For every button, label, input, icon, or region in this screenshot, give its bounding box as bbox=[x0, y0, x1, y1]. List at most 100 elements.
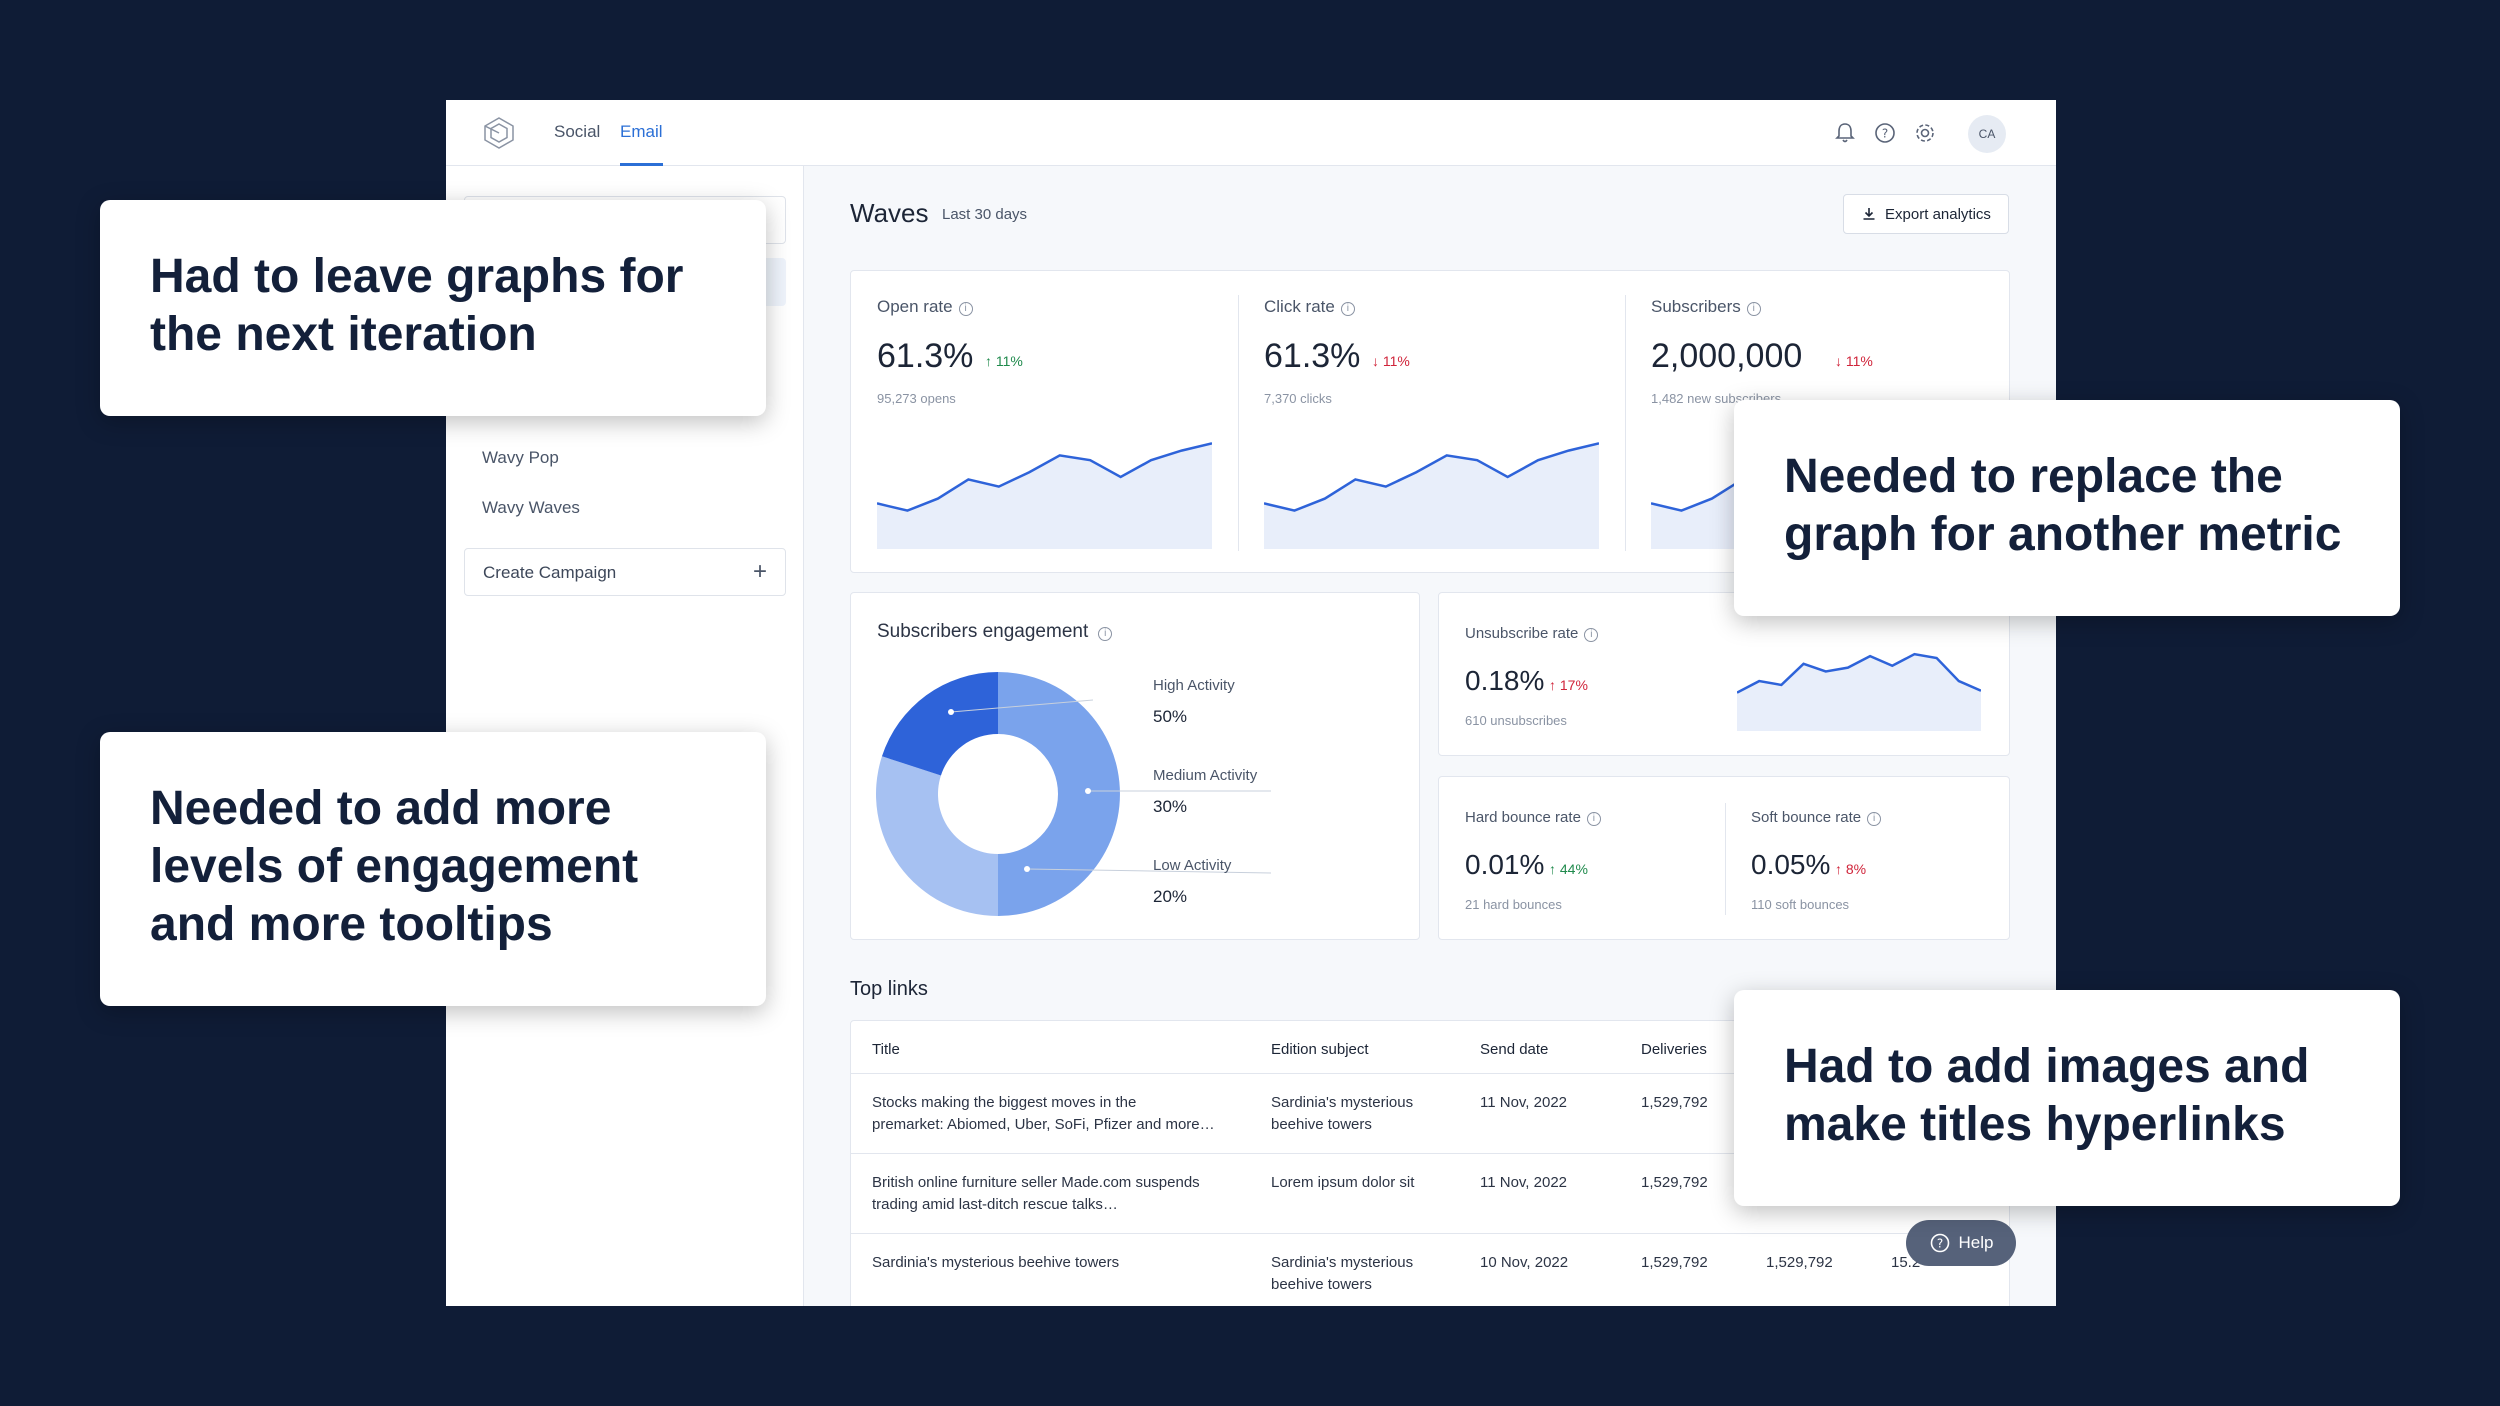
click-rate-label: Click rate i bbox=[1264, 297, 1355, 317]
hard-bounce-label: Hard bounce rate i bbox=[1465, 809, 1601, 826]
unsubscribe-value: 0.18% bbox=[1465, 665, 1545, 696]
sidebar-item-wavy-pop[interactable]: Wavy Pop bbox=[482, 448, 559, 467]
table-row-subject: Sardinia's mysterious beehive towers bbox=[1271, 1094, 1414, 1133]
column-header-title[interactable]: Title bbox=[872, 1041, 900, 1058]
download-icon bbox=[1863, 208, 1875, 220]
app-logo-icon[interactable] bbox=[482, 116, 516, 150]
click-rate-trend-line bbox=[1264, 442, 1599, 512]
callout-text-line: Had to add images and bbox=[1784, 1040, 2310, 1093]
info-icon[interactable]: i bbox=[958, 302, 973, 316]
unsubscribe-sparkline bbox=[1737, 652, 1981, 731]
segment-pct-low: 20% bbox=[1153, 887, 1188, 906]
info-icon[interactable]: i bbox=[1584, 628, 1599, 642]
callout-text-line: the next iteration bbox=[150, 308, 537, 361]
soft-bounce-sub: 110 soft bounces bbox=[1751, 897, 1850, 912]
help-circle-icon: ? bbox=[1930, 1233, 1949, 1253]
engagement-donut-chart bbox=[876, 672, 1120, 916]
callout-text-line: Needed to add more bbox=[150, 782, 612, 835]
top-navigation-bar: Social Email ? CA bbox=[446, 100, 2056, 166]
info-icon[interactable]: i bbox=[1746, 302, 1761, 316]
info-icon[interactable]: i bbox=[1098, 627, 1113, 641]
plus-icon: + bbox=[752, 558, 767, 585]
export-analytics-button[interactable]: Export analytics bbox=[1843, 194, 2009, 234]
metric-divider bbox=[1625, 295, 1626, 551]
callout-text-line: Needed to replace the bbox=[1784, 450, 2283, 503]
subscribers-value: 2,000,000 bbox=[1651, 337, 1803, 375]
soft-bounce-change: ↑ 8% bbox=[1835, 861, 1867, 877]
row-divider bbox=[851, 1073, 2009, 1074]
create-campaign-label: Create Campaign bbox=[483, 563, 617, 582]
table-row-date: 11 Nov, 2022 bbox=[1480, 1094, 1568, 1111]
soft-bounce-value: 0.05% bbox=[1751, 849, 1831, 880]
table-row-deliveries: 1,529,792 bbox=[1641, 1094, 1708, 1111]
hard-bounce-value: 0.01% bbox=[1465, 849, 1545, 880]
subscribers-change: ↓ 11% bbox=[1835, 353, 1873, 369]
open-rate-trend-line bbox=[877, 442, 1212, 512]
tab-social[interactable]: Social bbox=[554, 122, 601, 141]
info-icon[interactable]: i bbox=[1586, 812, 1601, 826]
callout-text-line: make titles hyperlinks bbox=[1784, 1098, 2286, 1151]
user-avatar[interactable]: CA bbox=[1968, 115, 2006, 153]
top-links-title: Top links bbox=[850, 978, 928, 1000]
subscribers-label: Subscribers i bbox=[1651, 297, 1761, 317]
date-range-label: Last 30 days bbox=[942, 206, 1028, 223]
click-rate-value: 61.3% bbox=[1264, 337, 1361, 375]
table-row-title[interactable]: British online furniture seller Made.com… bbox=[872, 1174, 1200, 1213]
create-campaign-button[interactable]: Create Campaign + bbox=[464, 548, 786, 596]
unsubscribe-trend-line bbox=[1737, 652, 1981, 694]
table-row-title[interactable]: Stocks making the biggest moves in the pr… bbox=[872, 1094, 1215, 1133]
segment-label-high: High Activity bbox=[1153, 677, 1235, 694]
soft-bounce-label: Soft bounce rate i bbox=[1751, 809, 1882, 826]
info-icon[interactable]: i bbox=[1867, 812, 1882, 826]
segment-label-medium: Medium Activity bbox=[1153, 767, 1258, 784]
callout-card: Had to leave graphs for the next iterati… bbox=[100, 200, 766, 416]
bell-icon[interactable] bbox=[1831, 119, 1859, 147]
row-divider bbox=[851, 1233, 2009, 1234]
callout-text-line: levels of engagement bbox=[150, 840, 639, 893]
callout-card: Had to add images and make titles hyperl… bbox=[1734, 990, 2400, 1206]
gear-icon[interactable] bbox=[1911, 119, 1939, 147]
segment-pct-high: 50% bbox=[1153, 707, 1188, 726]
info-icon[interactable]: i bbox=[1340, 302, 1355, 316]
table-row-date: 11 Nov, 2022 bbox=[1480, 1174, 1568, 1191]
metric-divider bbox=[1238, 295, 1239, 551]
donut-slice-high-activity bbox=[998, 672, 1120, 916]
export-analytics-label: Export analytics bbox=[1885, 205, 1991, 223]
column-header-send-date[interactable]: Send date bbox=[1480, 1041, 1549, 1058]
open-rate-label: Open rate i bbox=[877, 297, 973, 317]
column-header-deliveries[interactable]: Deliveries bbox=[1641, 1041, 1707, 1058]
row-divider bbox=[851, 1153, 2009, 1154]
table-row-deliveries: 1,529,792 bbox=[1641, 1174, 1708, 1191]
sidebar-item-wavy-waves[interactable]: Wavy Waves bbox=[482, 498, 580, 517]
tab-email[interactable]: Email bbox=[620, 122, 663, 166]
click-rate-trend-area bbox=[1264, 443, 1599, 549]
callout-text-line: graph for another metric bbox=[1784, 508, 2342, 561]
table-row-date: 10 Nov, 2022 bbox=[1480, 1254, 1569, 1271]
unsubscribe-trend-area bbox=[1737, 654, 1981, 731]
open-rate-sub: 95,273 opens bbox=[877, 391, 956, 406]
help-circle-icon[interactable]: ? bbox=[1871, 119, 1899, 147]
callout-card: Needed to replace the graph for another … bbox=[1734, 400, 2400, 616]
donut-slice-medium-activity bbox=[876, 756, 998, 916]
table-row-title[interactable]: Sardinia's mysterious beehive towers bbox=[872, 1254, 1120, 1271]
click-rate-sub: 7,370 clicks bbox=[1264, 391, 1332, 406]
help-button[interactable]: ? Help bbox=[1906, 1220, 2016, 1266]
donut-slice-low-activity bbox=[881, 672, 998, 776]
hard-bounce-change: ↑ 44% bbox=[1549, 861, 1588, 877]
table-row-subject: Lorem ipsum dolor sit bbox=[1271, 1174, 1415, 1191]
table-row-deliveries: 1,529,792 bbox=[1641, 1254, 1708, 1271]
open-rate-sparkline bbox=[877, 442, 1212, 549]
table-row-extra: 1,529,792 bbox=[1766, 1254, 1833, 1271]
table-row-subject: Sardinia's mysterious beehive towers bbox=[1271, 1254, 1414, 1293]
unsubscribe-card: Unsubscribe rate i 0.18% ↑ 17% 610 unsubs… bbox=[1438, 592, 2010, 756]
segment-pct-medium: 30% bbox=[1153, 797, 1188, 816]
callout-card: Needed to add more levels of engagement … bbox=[100, 732, 766, 1006]
segment-label-low: Low Activity bbox=[1153, 857, 1232, 874]
unsubscribe-change: ↑ 17% bbox=[1549, 677, 1588, 693]
unsubscribe-sub: 610 unsubscribes bbox=[1465, 713, 1567, 728]
engagement-title: Subscribers engagement i bbox=[877, 621, 1113, 643]
svg-text:?: ? bbox=[1936, 1237, 1942, 1251]
click-rate-change: ↓ 11% bbox=[1372, 353, 1410, 369]
hard-bounce-sub: 21 hard bounces bbox=[1465, 897, 1562, 912]
column-header-subject[interactable]: Edition subject bbox=[1271, 1041, 1369, 1058]
